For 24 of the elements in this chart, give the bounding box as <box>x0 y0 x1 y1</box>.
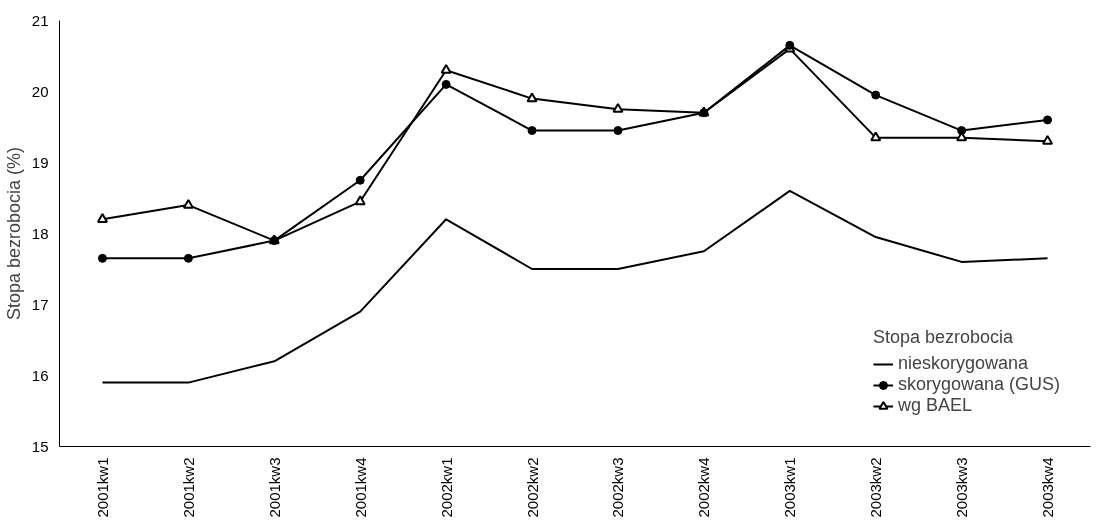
legend-label: nieskorygowana <box>897 353 1029 374</box>
y-tick-label: 20 <box>31 82 49 100</box>
x-tick-label: 2002kw3 <box>609 457 627 518</box>
x-tick-label: 2003kw2 <box>867 457 885 518</box>
y-tick-label: 21 <box>31 11 49 29</box>
x-tick-label: 2001kw2 <box>179 457 197 518</box>
x-tick-label: 2002kw1 <box>437 457 455 518</box>
x-tick-label: 2001kw1 <box>93 457 111 518</box>
y-tick-label: 15 <box>31 437 49 455</box>
y-tick-label: 16 <box>31 366 49 384</box>
legend-label: skorygowana (GUS) <box>897 374 1060 395</box>
x-tick-label: 2002kw4 <box>695 457 713 518</box>
x-tick-label: 2003kw3 <box>953 457 971 518</box>
x-tick-label: 2002kw2 <box>523 457 541 518</box>
x-tick-label: 2003kw4 <box>1039 457 1057 518</box>
legend-title: Stopa bezrobocia <box>872 327 1015 348</box>
y-tick-label: 18 <box>31 224 49 242</box>
y-tick-label: 17 <box>31 295 49 313</box>
x-tick-label: 2001kw3 <box>265 457 283 518</box>
x-tick-label: 2001kw4 <box>351 457 369 518</box>
y-tick-label: 19 <box>31 153 49 171</box>
x-tick-label: 2003kw1 <box>781 457 799 518</box>
y-axis-title: Stopa bezrobocia (%) <box>3 146 24 321</box>
legend-label: wg BAEL <box>897 395 972 416</box>
